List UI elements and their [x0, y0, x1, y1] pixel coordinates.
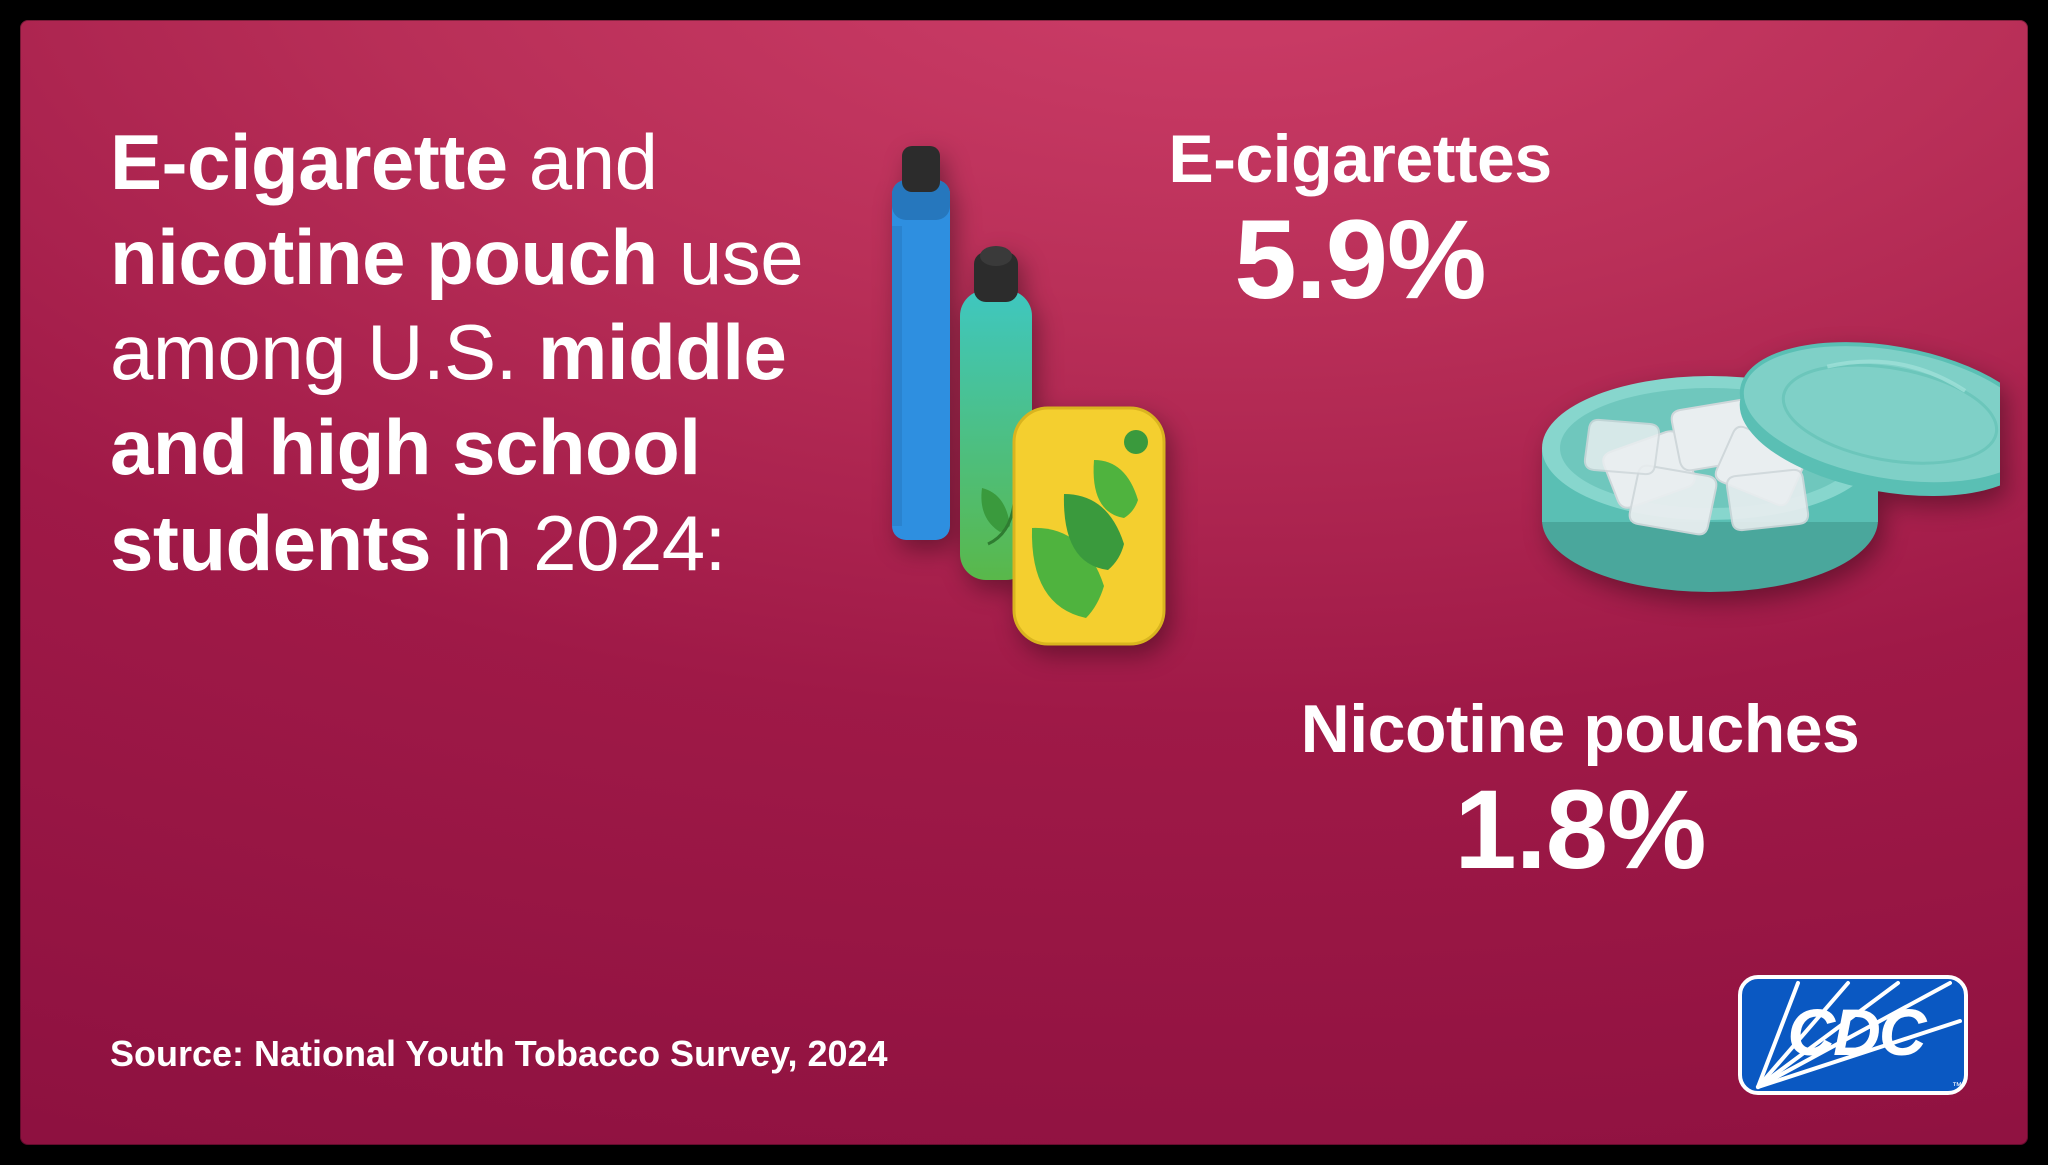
- cdc-logo-icon: CDC ™: [1738, 975, 1968, 1095]
- cdc-logo-text: CDC: [1788, 995, 1928, 1069]
- stat-pouch-label: Nicotine pouches: [1250, 690, 1910, 768]
- stat-ecig-value: 5.9%: [1130, 204, 1590, 316]
- stat-pouch-value: 1.8%: [1250, 774, 1910, 886]
- headline-seg-1: and: [508, 118, 658, 206]
- stat-nicotine-pouches: Nicotine pouches 1.8%: [1250, 690, 1910, 886]
- nicotine-pouch-icon: [1540, 270, 2000, 630]
- headline-seg-5: in 2024:: [431, 499, 726, 587]
- ecigarette-icon: [850, 140, 1170, 660]
- headline-seg-2: nicotine pouch: [110, 213, 658, 301]
- headline-seg-0: E-cigarette: [110, 118, 508, 206]
- headline-text: E-cigarette and nicotine pouch use among…: [110, 115, 870, 591]
- infographic-frame: E-cigarette and nicotine pouch use among…: [20, 20, 2028, 1145]
- svg-text:™: ™: [1952, 1081, 1962, 1092]
- stat-ecigarettes: E-cigarettes 5.9%: [1130, 120, 1590, 316]
- stat-ecig-label: E-cigarettes: [1130, 120, 1590, 198]
- source-text: Source: National Youth Tobacco Survey, 2…: [110, 1033, 888, 1075]
